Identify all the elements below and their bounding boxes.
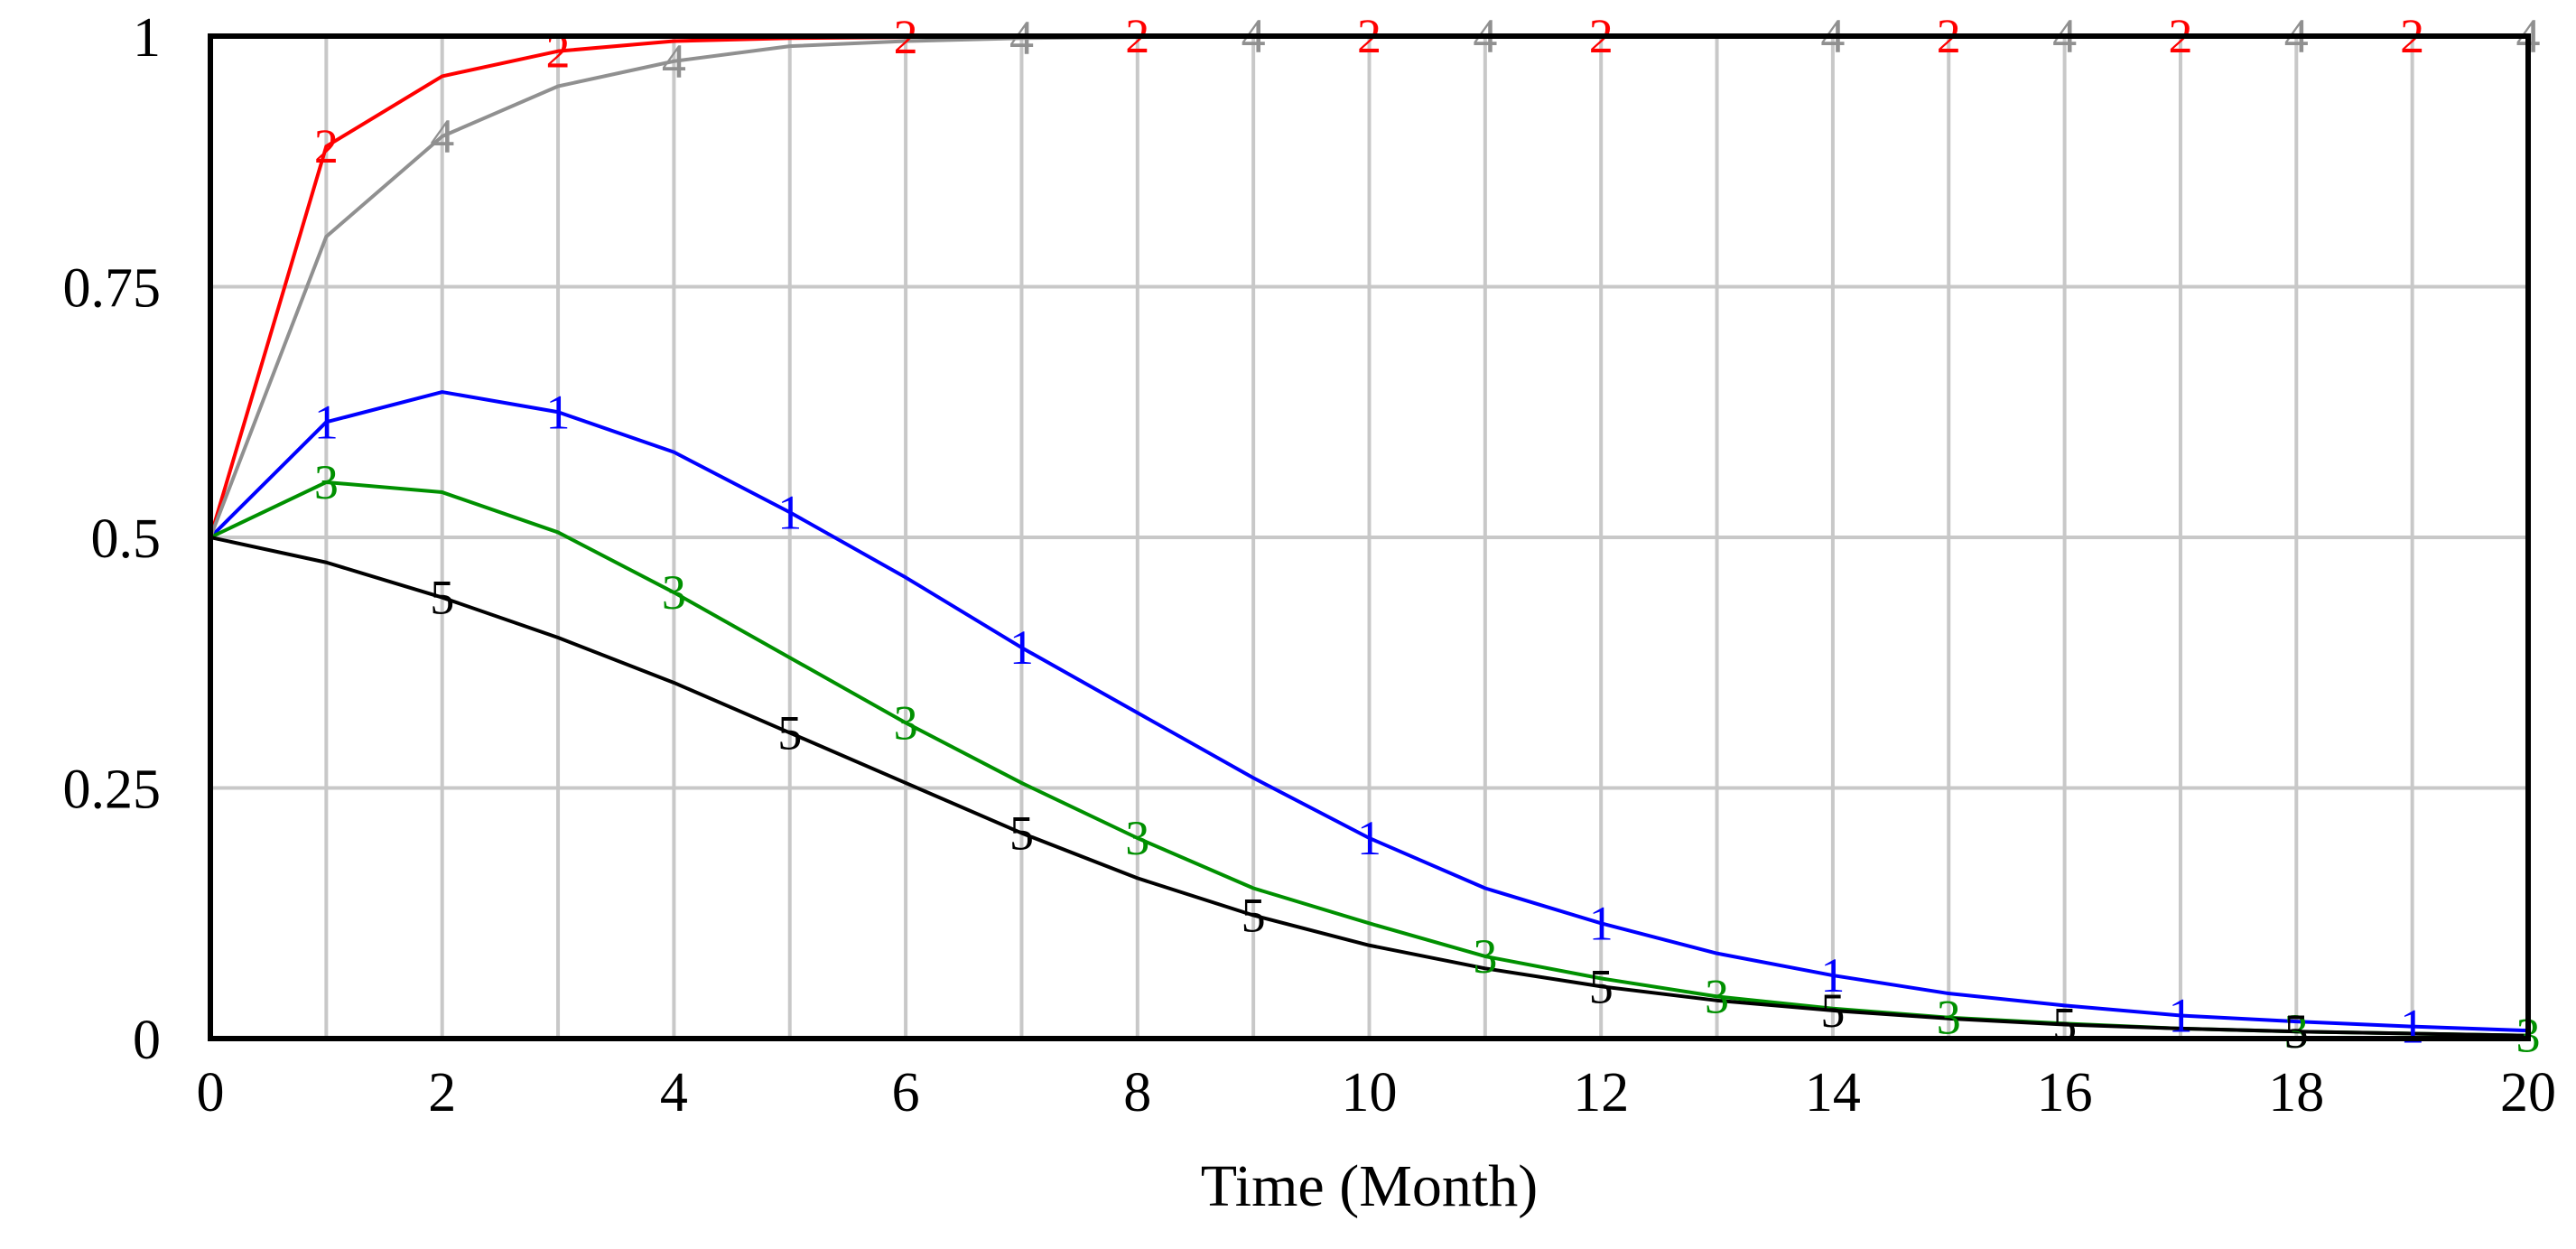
x-tick-label: 20 [2500,1062,2556,1123]
x-axis-title: Time (Month) [1201,1153,1538,1219]
y-axis-ticks: 0 0.25 0.5 0.75 1 [63,7,162,1071]
series-marker-3: 3 [662,565,686,620]
series-marker-3: 3 [314,455,339,509]
series-marker-5: 5 [1589,959,1613,1013]
grid [209,34,2530,1040]
series-marker-1: 1 [314,395,339,449]
x-tick-label: 12 [1573,1062,1629,1123]
series-marker-3: 3 [1125,811,1149,865]
series-line-1 [209,390,2529,1033]
series-marker-1: 1 [1820,948,1845,1002]
x-axis-ticks: 0 2 4 6 8 10 12 14 16 18 20 [197,1062,2557,1123]
x-tick-label: 18 [2268,1062,2324,1123]
series-marker-2: 2 [546,24,571,79]
series-marker-4: 4 [662,34,686,89]
series-marker-1: 1 [1357,811,1381,865]
x-tick-label: 16 [2037,1062,2093,1123]
series-marker-2: 2 [314,119,339,173]
y-tick-label: 0 [133,1010,161,1071]
series-marker-1: 1 [2168,988,2192,1042]
x-tick-label: 0 [197,1062,225,1123]
series-marker-5: 5 [430,571,454,625]
series-marker-4: 4 [430,109,454,163]
x-tick-label: 4 [660,1062,688,1123]
x-tick-label: 6 [892,1062,920,1123]
series-line-5 [209,536,2529,1038]
series-marker-1: 1 [2400,1000,2424,1054]
series-marker-5: 5 [1242,888,1266,942]
series-marker-1: 1 [546,385,571,439]
series-marker-5: 5 [2052,997,2077,1051]
series-marker-1: 1 [1589,896,1613,950]
series-marker-3: 3 [1937,991,1961,1045]
series-marker-3: 3 [1705,969,1729,1023]
y-tick-label: 0.25 [63,760,162,821]
y-tick-label: 0.75 [63,258,162,320]
series-marker-1: 1 [777,485,802,539]
series-marker-5: 5 [2284,1004,2309,1058]
series-marker-5: 5 [1009,806,1034,860]
x-tick-label: 10 [1342,1062,1398,1123]
x-tick-label: 14 [1805,1062,1861,1123]
series-marker-3: 3 [894,695,918,750]
x-tick-label: 2 [428,1062,456,1123]
plot-frame [208,33,2531,1041]
series-marker-1: 1 [1009,620,1034,675]
y-tick-label: 0.5 [91,508,162,570]
y-tick-label: 1 [133,7,161,69]
series-marker-3: 3 [2284,1004,2309,1058]
series-marker-5: 5 [777,705,802,760]
series-marker-5: 5 [1820,983,1845,1038]
x-tick-label: 8 [1123,1062,1151,1123]
series-marker-3: 3 [1473,929,1497,983]
